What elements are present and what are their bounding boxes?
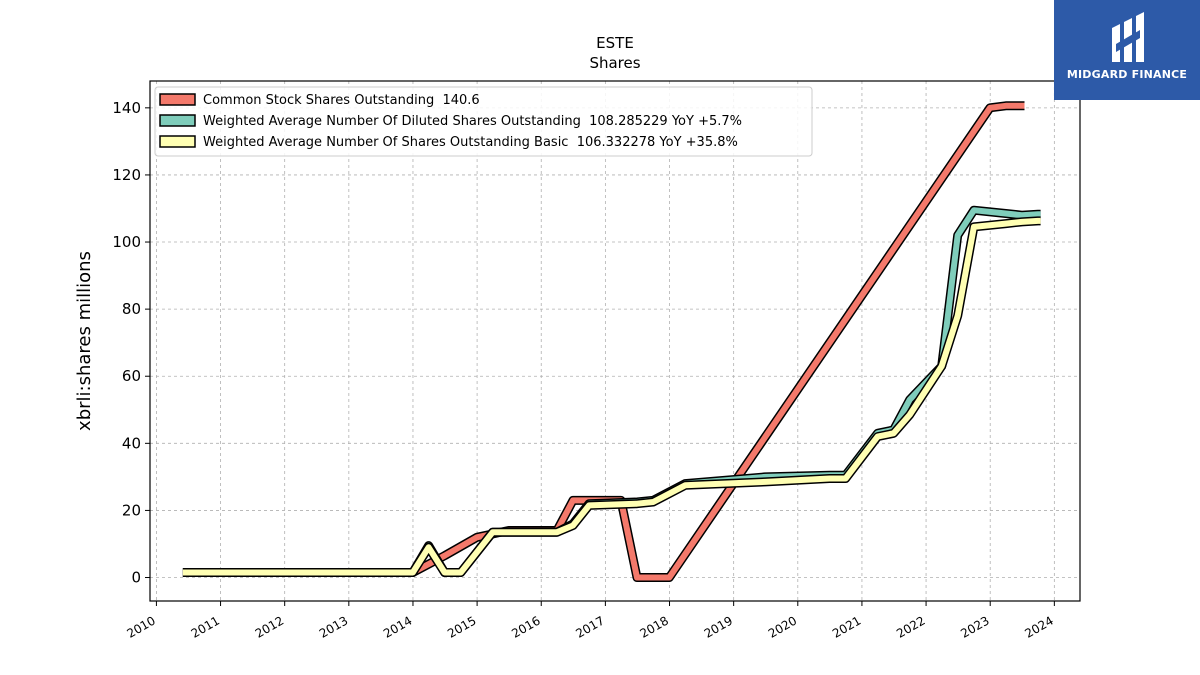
legend-label-common: Common Stock Shares Outstanding 140.6 (203, 93, 480, 108)
series-line-2 (182, 217, 1041, 576)
y-tick-label: 0 (131, 569, 141, 587)
y-tick-label: 100 (112, 233, 141, 251)
legend: Common Stock Shares Outstanding 140.6 We… (154, 86, 813, 157)
plot-frame (149, 80, 1081, 602)
legend-label-diluted: Weighted Average Number Of Diluted Share… (203, 114, 742, 129)
y-tick-label: 20 (122, 501, 141, 519)
y-tick-label: 60 (122, 367, 141, 385)
x-tick-label: 2011 (189, 613, 222, 640)
legend-label-basic: Weighted Average Number Of Shares Outsta… (203, 135, 738, 150)
x-tick-label: 2016 (509, 613, 542, 640)
brand-logo: MIDGARD FINANCE (1054, 0, 1200, 100)
x-tick-label: 2018 (638, 613, 671, 640)
brand-mark-icon (1112, 12, 1144, 62)
brand-name: MIDGARD FINANCE (1066, 68, 1188, 81)
x-tick-label: 2015 (445, 613, 478, 640)
y-axis-label: xbrli:shares millions (74, 251, 95, 431)
x-tick-label: 2017 (573, 613, 606, 640)
x-ticks: 2010 2011 2012 2013 2014 2015 2016 2017 2018 2019… (124, 601, 1056, 641)
x-tick-label: 2023 (958, 613, 991, 640)
x-tick-label: 2014 (381, 613, 414, 640)
x-tick-label: 2021 (830, 613, 863, 640)
x-tick-label: 2020 (766, 613, 799, 640)
x-tick-label: 2022 (894, 613, 927, 640)
y-tick-label: 80 (122, 300, 141, 318)
grid-lines (150, 81, 1080, 601)
legend-swatch-basic (159, 135, 196, 148)
x-tick-label: 2019 (702, 613, 735, 640)
chart-title: ESTE (596, 34, 634, 52)
legend-swatch-common (159, 93, 196, 106)
series-lines (182, 101, 1043, 582)
y-ticks: 0 20 40 60 80 100 120 140 (112, 99, 150, 587)
legend-box (154, 86, 813, 157)
x-tick-label: 2012 (253, 613, 286, 640)
y-tick-label: 40 (122, 434, 141, 452)
x-tick-label: 2010 (124, 613, 157, 640)
x-tick-label: 2013 (317, 613, 350, 640)
x-tick-label: 2024 (1022, 613, 1055, 640)
series-outline-1 (182, 205, 1043, 577)
chart-subtitle: Shares (589, 54, 640, 72)
y-tick-label: 120 (112, 166, 141, 184)
legend-swatch-diluted (159, 114, 196, 127)
y-tick-label: 140 (112, 99, 141, 117)
